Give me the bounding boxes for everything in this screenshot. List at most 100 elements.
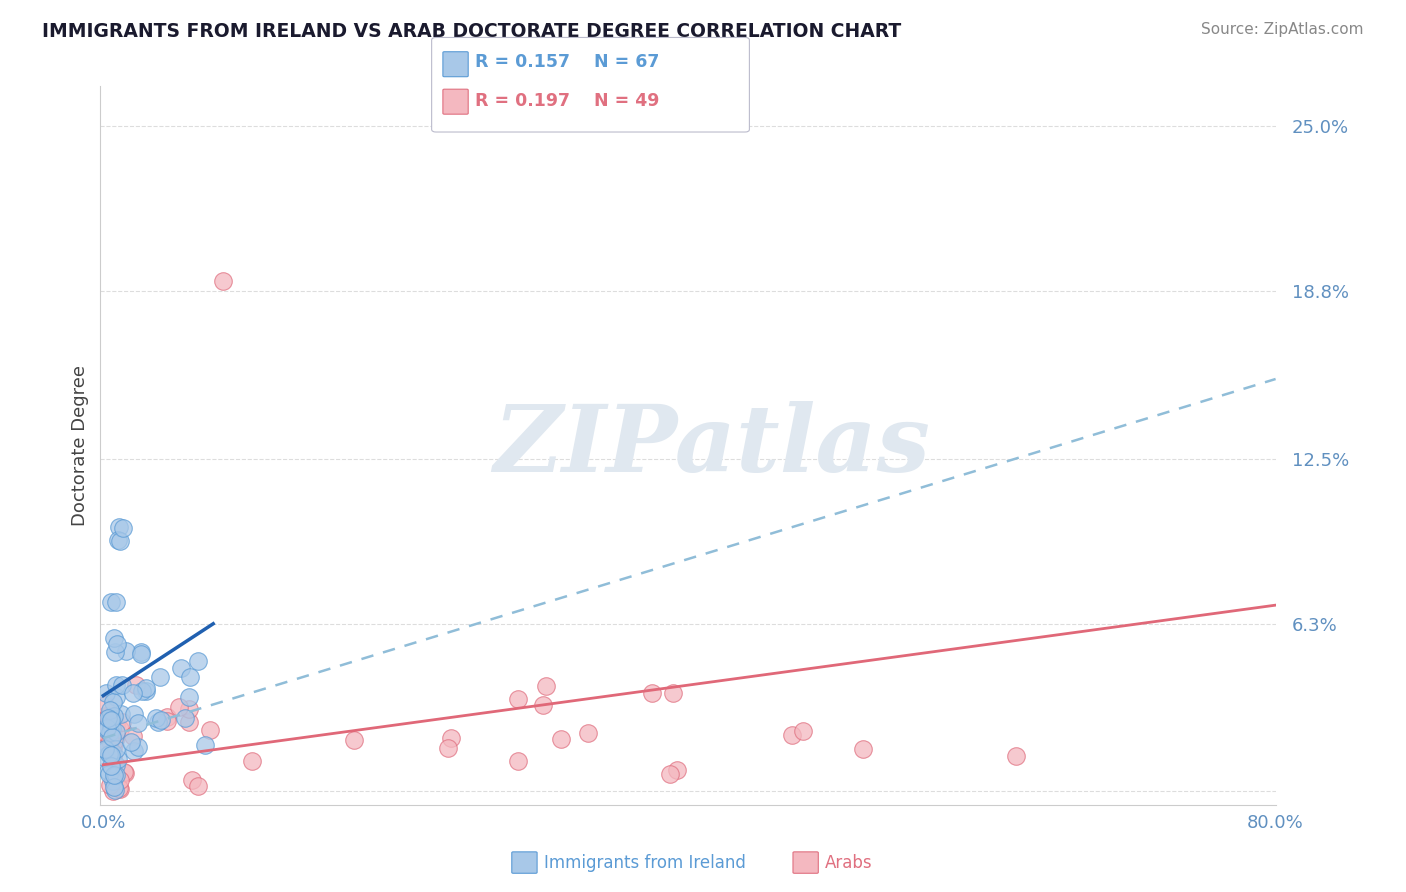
Point bbox=[131, 684, 153, 698]
Text: R = 0.157    N = 67: R = 0.157 N = 67 bbox=[475, 54, 659, 71]
Point bbox=[111, 677, 134, 691]
Text: ZIPatlas: ZIPatlas bbox=[494, 401, 929, 491]
Point bbox=[104, 645, 127, 659]
Point bbox=[107, 752, 129, 766]
Point bbox=[173, 710, 195, 724]
Point bbox=[194, 739, 217, 753]
Point bbox=[98, 703, 121, 717]
Point bbox=[534, 679, 557, 693]
Point bbox=[104, 678, 127, 692]
Point bbox=[93, 750, 115, 764]
Point bbox=[100, 714, 122, 728]
Point bbox=[135, 684, 157, 698]
Point bbox=[101, 740, 124, 755]
Point bbox=[98, 778, 121, 792]
Point bbox=[641, 685, 664, 699]
Point bbox=[93, 725, 115, 739]
Point bbox=[212, 274, 235, 288]
Point bbox=[179, 670, 201, 684]
Point bbox=[156, 714, 179, 728]
Point bbox=[112, 765, 135, 780]
Point bbox=[127, 715, 149, 730]
Text: Immigrants from Ireland: Immigrants from Ireland bbox=[544, 854, 747, 871]
Point bbox=[96, 721, 118, 735]
Point bbox=[187, 654, 209, 668]
Point bbox=[96, 740, 118, 755]
Point bbox=[107, 533, 129, 548]
Point bbox=[576, 726, 599, 740]
Point bbox=[167, 700, 190, 714]
Point bbox=[104, 758, 127, 772]
Point bbox=[156, 710, 179, 724]
Point bbox=[108, 781, 131, 796]
Point bbox=[198, 723, 221, 738]
Point bbox=[108, 520, 131, 534]
Point bbox=[94, 708, 117, 723]
Point bbox=[98, 767, 121, 781]
Point bbox=[240, 754, 263, 768]
Point bbox=[103, 632, 125, 646]
Point bbox=[97, 747, 120, 761]
Point bbox=[177, 702, 200, 716]
Point bbox=[852, 742, 875, 756]
Point bbox=[98, 711, 121, 725]
Point bbox=[122, 729, 145, 743]
Point bbox=[104, 690, 127, 705]
Point bbox=[108, 781, 131, 796]
Point bbox=[112, 521, 135, 535]
Y-axis label: Doctorate Degree: Doctorate Degree bbox=[72, 365, 89, 526]
Point bbox=[436, 741, 458, 756]
Point bbox=[100, 747, 122, 762]
Point bbox=[550, 732, 572, 747]
Point bbox=[177, 714, 200, 729]
Point bbox=[105, 768, 128, 782]
Point bbox=[101, 730, 124, 744]
Point bbox=[658, 766, 681, 780]
Point bbox=[506, 692, 529, 706]
Point bbox=[150, 713, 173, 727]
Point bbox=[97, 709, 120, 723]
Point bbox=[108, 722, 131, 736]
Point bbox=[666, 763, 689, 777]
Point bbox=[94, 742, 117, 756]
Point bbox=[98, 725, 121, 739]
Point bbox=[105, 725, 128, 739]
Point bbox=[343, 732, 366, 747]
Text: IMMIGRANTS FROM IRELAND VS ARAB DOCTORATE DEGREE CORRELATION CHART: IMMIGRANTS FROM IRELAND VS ARAB DOCTORAT… bbox=[42, 22, 901, 41]
Point bbox=[110, 707, 132, 722]
Point bbox=[104, 782, 127, 797]
Point bbox=[100, 758, 122, 772]
Point bbox=[101, 774, 124, 789]
Point bbox=[104, 733, 127, 747]
Point bbox=[105, 742, 128, 756]
Point bbox=[1005, 749, 1028, 764]
Text: Source: ZipAtlas.com: Source: ZipAtlas.com bbox=[1201, 22, 1364, 37]
Point bbox=[101, 695, 124, 709]
Point bbox=[440, 731, 463, 746]
Point bbox=[104, 595, 127, 609]
Point bbox=[100, 710, 122, 724]
Point bbox=[122, 744, 145, 758]
Point bbox=[780, 728, 803, 742]
Point bbox=[145, 711, 167, 725]
Point bbox=[96, 723, 118, 738]
Point bbox=[108, 533, 131, 548]
Point bbox=[103, 780, 125, 794]
Point bbox=[97, 764, 120, 778]
Point bbox=[100, 595, 122, 609]
Point bbox=[131, 645, 153, 659]
Point bbox=[100, 721, 122, 735]
Text: Arabs: Arabs bbox=[825, 854, 873, 871]
Point bbox=[96, 686, 118, 700]
Point bbox=[187, 779, 209, 793]
Point bbox=[122, 706, 145, 721]
Text: R = 0.197    N = 49: R = 0.197 N = 49 bbox=[475, 92, 659, 110]
Point bbox=[661, 686, 683, 700]
Point bbox=[792, 724, 814, 739]
Point bbox=[94, 698, 117, 712]
Point bbox=[97, 711, 120, 725]
Point bbox=[111, 714, 134, 729]
Point bbox=[103, 749, 125, 764]
Point bbox=[531, 698, 554, 712]
Point bbox=[114, 765, 136, 780]
